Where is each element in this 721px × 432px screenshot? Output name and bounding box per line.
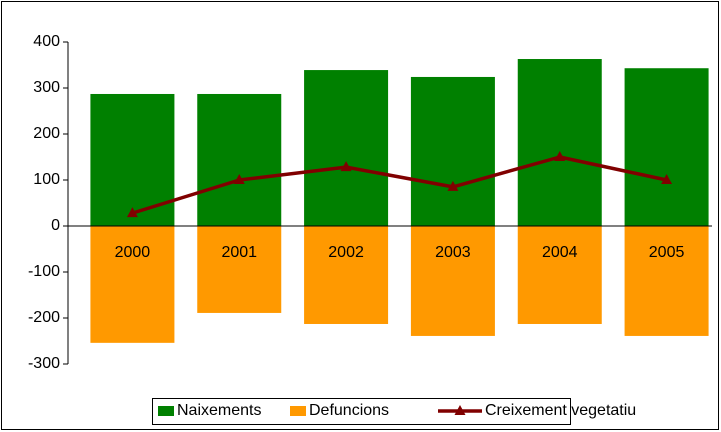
legend-label: Defuncions <box>309 402 389 419</box>
bar <box>304 70 389 226</box>
y-tick-label: 200 <box>33 125 60 142</box>
legend-swatch <box>290 406 306 416</box>
y-tick-label: 100 <box>33 171 60 188</box>
bar <box>517 226 602 324</box>
marker <box>447 180 459 191</box>
bar <box>304 226 389 324</box>
legend-label: Creixement vegetatiu <box>485 402 636 419</box>
marker <box>233 174 245 184</box>
x-tick-label: 2004 <box>542 244 578 261</box>
x-tick-label: 2003 <box>435 244 471 261</box>
legend-box <box>152 398 571 425</box>
bar <box>624 226 709 336</box>
y-tick-label: 0 <box>51 217 60 234</box>
bar <box>624 68 709 226</box>
marker <box>554 151 566 161</box>
legend-label: Naixements <box>177 402 261 419</box>
marker <box>126 207 138 218</box>
y-tick-label: -300 <box>28 355 60 372</box>
x-tick-label: 2002 <box>328 244 364 261</box>
bar <box>197 93 282 226</box>
bar <box>90 93 175 226</box>
bar <box>517 59 602 226</box>
y-tick-label: 300 <box>33 79 60 96</box>
bar <box>410 226 495 336</box>
x-tick-label: 2001 <box>221 244 257 261</box>
marker <box>661 174 673 184</box>
legend-swatch <box>454 405 466 415</box>
y-tick-label: 400 <box>33 33 60 50</box>
y-tick-label: -200 <box>28 309 60 326</box>
line <box>131 155 667 215</box>
x-tick-label: 2000 <box>115 244 151 261</box>
marker <box>340 161 352 172</box>
x-tick-label: 2005 <box>649 244 685 261</box>
legend-swatch <box>158 406 174 416</box>
bar <box>90 226 175 343</box>
bar <box>197 226 282 313</box>
y-tick-label: -100 <box>28 263 60 280</box>
bar <box>410 76 495 227</box>
